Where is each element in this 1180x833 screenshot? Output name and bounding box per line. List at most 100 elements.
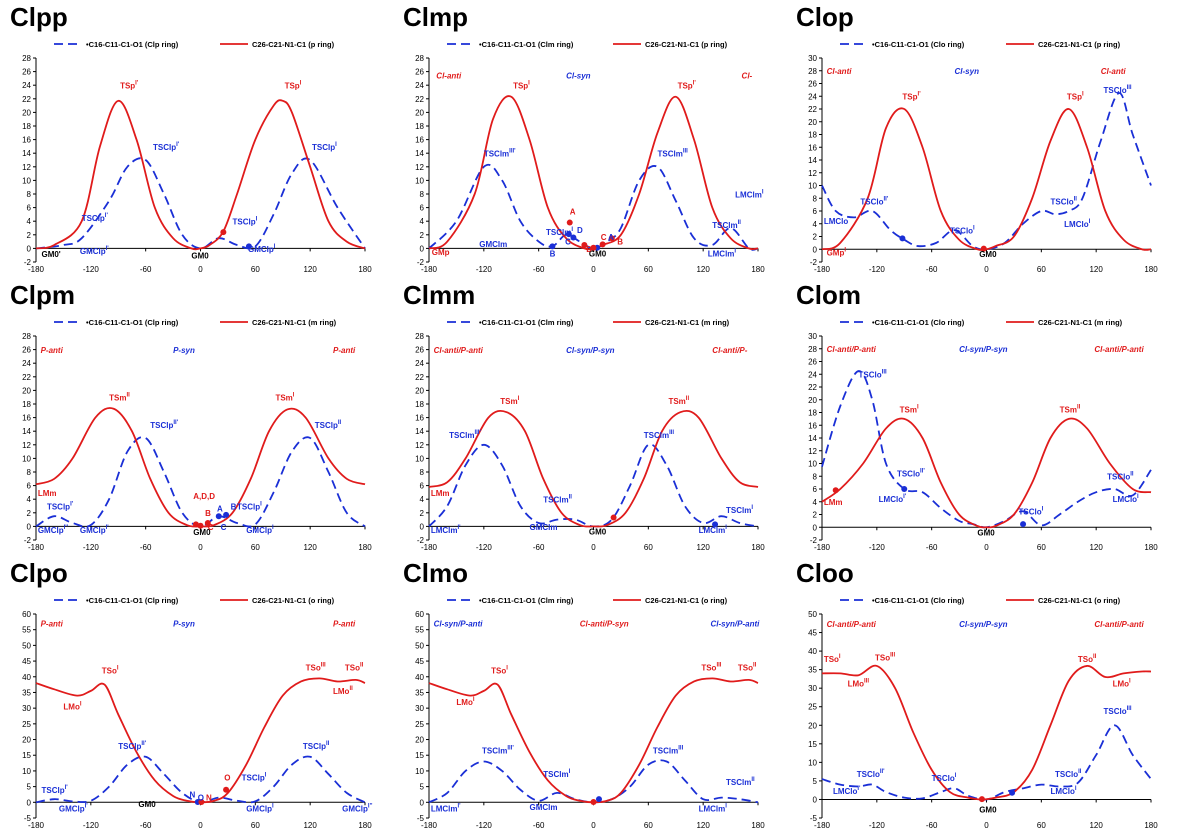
annotation-label: GMClm xyxy=(530,523,558,532)
y-tick-label: 24 xyxy=(415,81,424,90)
data-point xyxy=(590,798,597,805)
y-tick-label: 26 xyxy=(808,80,817,89)
y-tick-label: 8 xyxy=(813,194,818,203)
data-point xyxy=(245,243,252,250)
annotation-label: A xyxy=(570,207,576,216)
y-tick-label: 30 xyxy=(808,684,817,693)
annotation-label: TSCloII xyxy=(1055,769,1082,779)
annotation-label: TSpI xyxy=(285,81,302,91)
annotation-label: TSpI xyxy=(1067,91,1084,101)
x-tick-label: 180 xyxy=(751,265,765,274)
annotation-label: B xyxy=(550,250,556,259)
data-point xyxy=(566,219,573,226)
chart-title: Clpm xyxy=(10,280,75,310)
chart-panel-cloo: Cloo -5 0 5 10 15 20 25 30 35 40 45 50 -180 -120 -60 0 60… xyxy=(786,556,1178,833)
annotation-label: Cl-anti xyxy=(827,67,853,76)
legend-label: C26-C21-N1-C1 (m ring) xyxy=(1038,318,1123,327)
y-tick-label: 10 xyxy=(415,176,424,185)
x-tick-label: -60 xyxy=(533,543,545,552)
y-tick-label: 22 xyxy=(808,105,817,114)
series-line-2 xyxy=(35,99,366,251)
x-tick-label: 120 xyxy=(1089,543,1103,552)
data-point xyxy=(599,241,606,248)
chart-panel-clop: Clop -2 0 2 4 6 8 10 12 14 16 18 20 22 24 26 28 30 -180 -12… xyxy=(786,0,1178,277)
y-tick-label: 24 xyxy=(415,359,424,368)
y-tick-label: 10 xyxy=(808,182,817,191)
y-tick-label: 12 xyxy=(22,441,31,450)
y-tick-label: 0 xyxy=(813,795,818,804)
annotation-label: TSClmII xyxy=(543,495,572,505)
x-tick-label: 180 xyxy=(1144,821,1158,830)
annotation-label: TSCloII' xyxy=(860,197,888,207)
annotation-label: LMoII xyxy=(333,686,353,696)
y-tick-label: 16 xyxy=(22,414,31,423)
y-tick-label: 45 xyxy=(808,629,817,638)
chart-panel-clmp: Clmp -2 0 2 4 6 8 10 12 14 16 18 20 22 24 26 28 -180 -120-… xyxy=(393,0,785,277)
x-tick-label: -120 xyxy=(476,543,493,552)
annotation-label: GM0 xyxy=(191,252,209,261)
annotation-label: TSpI xyxy=(513,81,530,91)
x-tick-label: 180 xyxy=(358,265,372,274)
data-point xyxy=(581,242,588,248)
y-tick-label: 18 xyxy=(808,131,817,140)
x-tick-label: -60 xyxy=(533,265,545,274)
annotation-label: TSClmIII' xyxy=(482,746,514,756)
annotation-label: TSoII xyxy=(1078,654,1097,664)
x-tick-label: 60 xyxy=(1037,543,1046,552)
y-tick-label: 5 xyxy=(27,783,32,792)
y-tick-label: -5 xyxy=(810,814,818,823)
chart-panel-clpm: Clpm -2 0 2 4 6 8 10 12 14 16 18 20 22 24 26 28 -180 -120-… xyxy=(0,278,392,555)
y-tick-label: 22 xyxy=(808,383,817,392)
annotation-label: TSClmIII' xyxy=(484,149,516,159)
y-tick-label: 30 xyxy=(808,332,817,341)
data-point xyxy=(899,235,906,242)
annotation-label: TSoI xyxy=(824,654,841,664)
legend-label: C26-C21-N1-C1 (o ring) xyxy=(645,596,728,605)
annotation-label: TSCloI xyxy=(1018,507,1043,517)
annotation-label: Cl-anti xyxy=(436,71,462,80)
annotation-label: GMClpI'' xyxy=(38,525,69,535)
y-tick-label: 4 xyxy=(27,217,32,226)
annotation-label: GMp xyxy=(432,248,450,257)
data-point xyxy=(215,513,222,520)
y-tick-label: 40 xyxy=(22,673,31,682)
annotation-label: TSClpI' xyxy=(153,142,180,152)
annotation-label: C xyxy=(208,523,214,532)
y-tick-label: 22 xyxy=(22,373,31,382)
x-tick-label: -120 xyxy=(83,265,100,274)
series-line-2 xyxy=(35,677,366,804)
y-tick-label: 16 xyxy=(808,143,817,152)
y-tick-label: 35 xyxy=(808,666,817,675)
y-tick-label: 35 xyxy=(22,688,31,697)
annotation-label: TSClpI' xyxy=(41,785,68,795)
x-tick-label: -180 xyxy=(814,821,831,830)
annotation-label: TSmII xyxy=(109,393,130,403)
x-tick-label: 120 xyxy=(303,265,317,274)
y-tick-label: -2 xyxy=(24,536,32,545)
annotation-label: O xyxy=(198,794,204,803)
data-point xyxy=(565,231,572,238)
y-tick-label: 20 xyxy=(808,118,817,127)
y-tick-label: 6 xyxy=(27,204,32,213)
annotation-label: TSpI' xyxy=(902,91,921,101)
y-tick-label: 16 xyxy=(22,136,31,145)
series-line-1 xyxy=(35,436,366,528)
y-tick-label: 24 xyxy=(808,92,817,101)
annotation-label: GMClpI xyxy=(246,525,274,535)
annotation-label: TSClpII xyxy=(303,741,330,751)
annotation-label: A xyxy=(217,504,223,513)
y-tick-label: 26 xyxy=(415,346,424,355)
y-tick-label: 2 xyxy=(27,509,32,518)
annotation-label: D xyxy=(586,245,592,254)
annotation-label: TSmI xyxy=(275,393,294,403)
annotation-label: GM0 xyxy=(589,250,607,259)
y-tick-label: 16 xyxy=(415,136,424,145)
annotation-label: TSClmIII xyxy=(657,149,688,159)
x-tick-label: 0 xyxy=(198,821,203,830)
x-tick-label: 60 xyxy=(644,543,653,552)
chart-title: Clpp xyxy=(10,2,68,32)
annotation-label: GM0 xyxy=(979,250,997,259)
y-tick-label: -2 xyxy=(810,536,818,545)
chart-panel-clmo: Clmo -5 0 5 10 15 20 25 30 35 40 45 50 55 60 -180 -120 -6… xyxy=(393,556,785,833)
